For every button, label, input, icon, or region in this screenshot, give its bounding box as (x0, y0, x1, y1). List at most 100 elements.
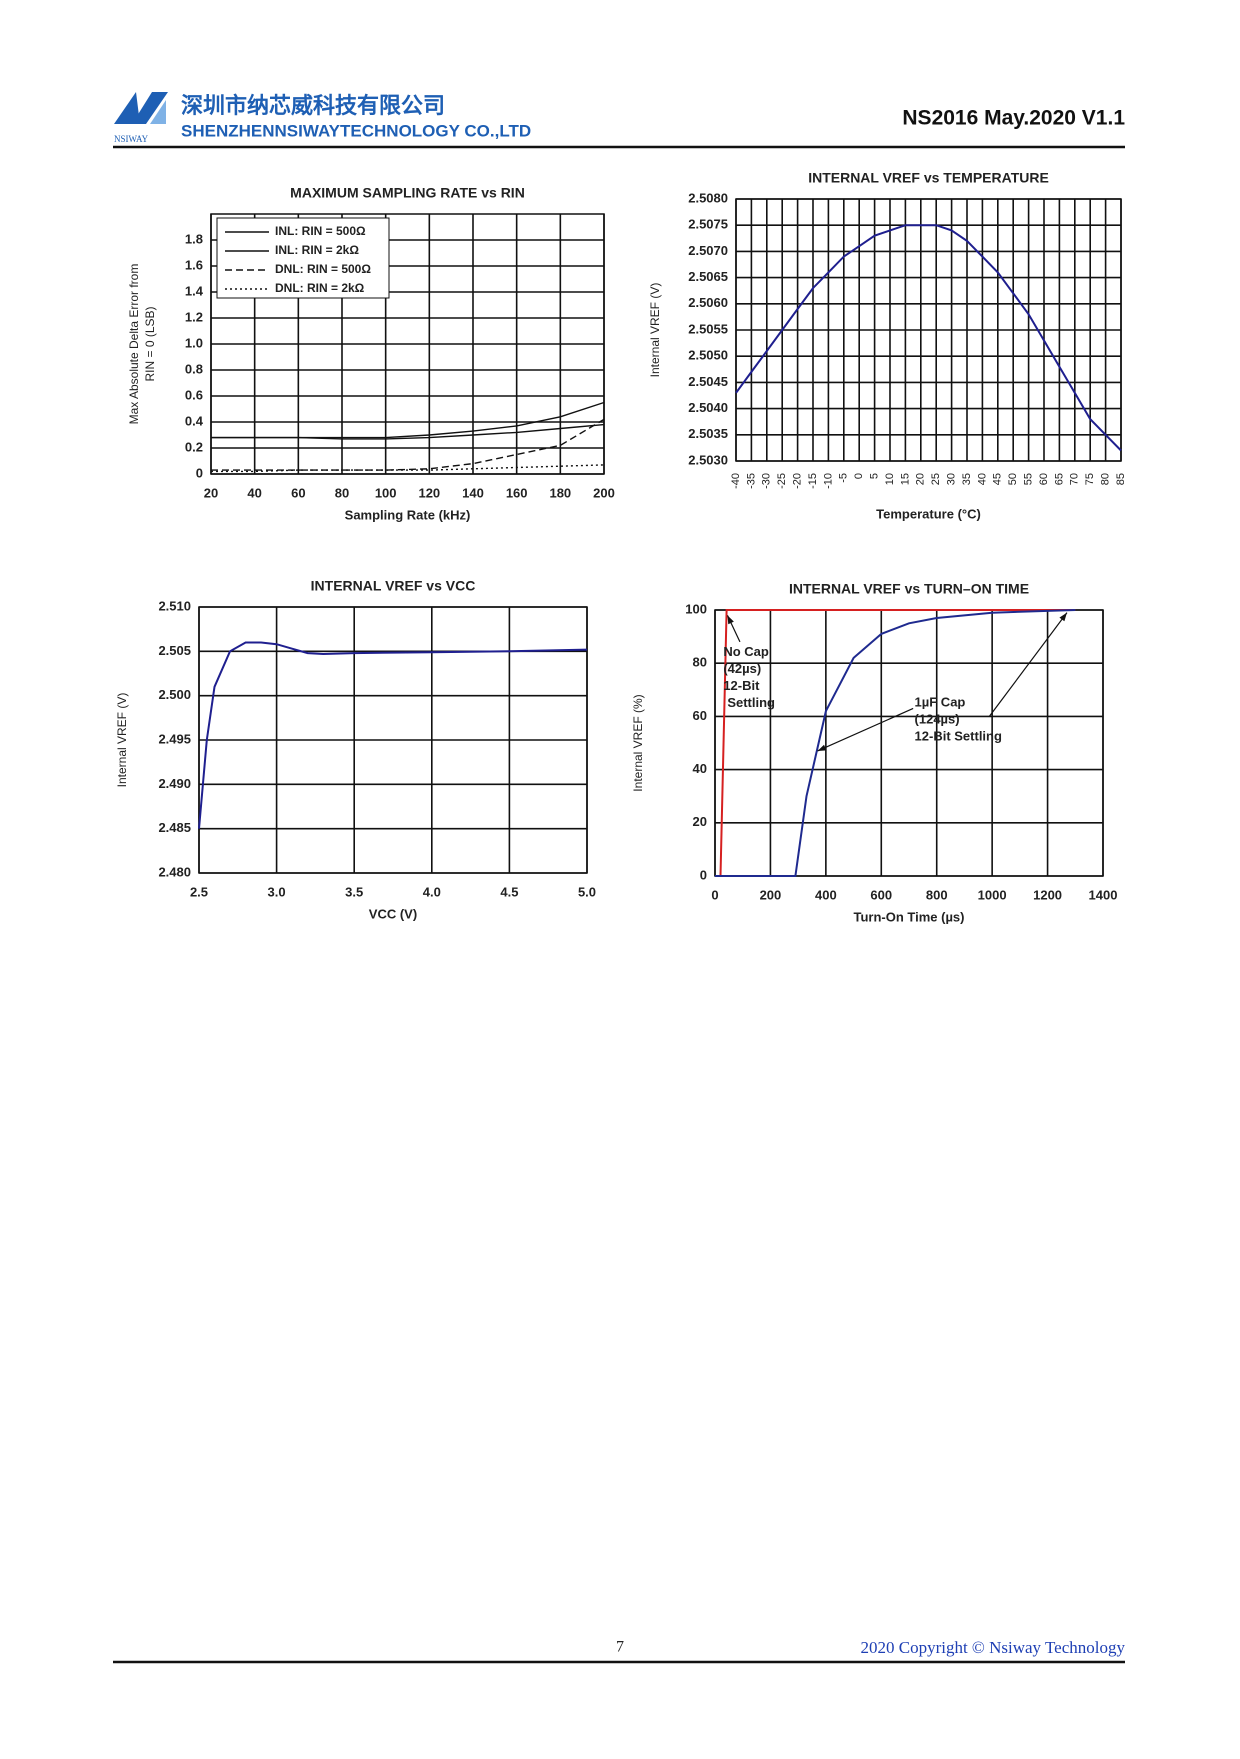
y-tick-label: 2.5030 (688, 452, 728, 467)
x-tick-label: -40 (730, 473, 742, 489)
annotation: 12-Bit Settling (915, 729, 1002, 744)
x-tick-label: 65 (1053, 473, 1065, 485)
y-tick-label: 0.8 (185, 361, 203, 376)
x-axis-label: VCC (V) (369, 906, 417, 921)
y-axis-label: Internal VREF (V) (115, 693, 129, 788)
y-tick-label: 2.5070 (688, 243, 728, 258)
y-tick-label: 2.480 (158, 864, 191, 879)
x-axis-label: Sampling Rate (kHz) (345, 507, 471, 522)
x-tick-label: 200 (593, 485, 615, 500)
company-cn: 深圳市纳芯威科技有限公司 (181, 93, 445, 118)
annotation-arrow (988, 612, 1068, 717)
y-tick-label: 2.5045 (688, 374, 728, 389)
x-tick-label: 100 (375, 485, 397, 500)
x-tick-label: 1000 (978, 887, 1007, 902)
y-tick-label: 1.8 (185, 231, 203, 246)
y-tick-label: 2.5080 (688, 190, 728, 205)
y-tick-label: 0 (196, 465, 203, 480)
legend: INL: RIN = 500Ω INL: RIN = 2kΩ DNL: RIN = … (216, 217, 390, 299)
x-tick-label: 25 (930, 473, 942, 485)
y-tick-label: 2.5075 (688, 217, 728, 232)
series-line (735, 224, 1122, 452)
x-tick-label: 20 (915, 473, 927, 485)
x-tick-label: 2.5 (190, 884, 208, 899)
y-tick-label: 1.6 (185, 257, 203, 272)
x-tick-label: 30 (946, 473, 958, 485)
x-tick-label: 40 (976, 473, 988, 485)
y-tick-label: 0.2 (185, 439, 203, 454)
annotation: No Cap (723, 644, 769, 659)
y-tick-label: 1.2 (185, 309, 203, 324)
arrow-head (1059, 612, 1067, 622)
x-axis-label: Turn-On Time (µs) (853, 909, 964, 924)
y-tick-label: 0.6 (185, 387, 203, 402)
legend-label: INL: RIN = 2kΩ (275, 243, 359, 257)
annotation: (124µs) (915, 712, 960, 727)
y-tick-label: 2.5060 (688, 295, 728, 310)
x-tick-label: 55 (1023, 473, 1035, 485)
y-tick-label: 2.5040 (688, 400, 728, 415)
y-tick-label: 40 (693, 761, 707, 776)
y-axis-label: RIN = 0 (LSB) (143, 306, 157, 381)
x-tick-label: 200 (760, 887, 782, 902)
x-tick-label: 180 (549, 485, 571, 500)
x-tick-label: 15 (899, 473, 911, 485)
y-tick-label: 2.5050 (688, 348, 728, 363)
x-tick-label: -15 (807, 473, 819, 489)
y-tick-label: 2.505 (158, 643, 191, 658)
x-tick-label: -10 (822, 473, 834, 489)
x-tick-label: 5 (869, 473, 881, 479)
chart-title: INTERNAL VREF vs VCC (311, 578, 476, 594)
chart-title: INTERNAL VREF vs TURN–ON TIME (789, 581, 1029, 597)
arrow-head (817, 744, 827, 751)
annotation-arrow (817, 707, 914, 752)
series-line (719, 609, 1076, 877)
x-tick-label: -5 (838, 473, 850, 483)
doc-id: NS2016 May.2020 V1.1 (902, 107, 1125, 130)
x-tick-label: 140 (462, 485, 484, 500)
x-tick-label: 80 (1100, 473, 1112, 485)
chart-title: INTERNAL VREF vs TEMPERATURE (808, 170, 1049, 186)
y-tick-label: 2.5055 (688, 321, 728, 336)
y-tick-label: 2.510 (158, 598, 191, 613)
company-en: SHENZHENNSIWAYTECHNOLOGY CO.,LTD (181, 121, 531, 140)
x-tick-label: 3.0 (268, 884, 286, 899)
y-tick-label: 20 (693, 814, 707, 829)
y-tick-label: 2.485 (158, 820, 191, 835)
x-tick-label: 60 (1038, 473, 1050, 485)
annotation: 12-Bit (723, 678, 760, 693)
x-tick-label: 85 (1115, 473, 1127, 485)
x-tick-label: 400 (815, 887, 837, 902)
legend-label: DNL: RIN = 2kΩ (275, 281, 365, 295)
arrow-head (727, 615, 734, 625)
page-number: 7 (616, 1639, 624, 1656)
copyright: 2020 Copyright © Nsiway Technology (860, 1638, 1125, 1657)
y-tick-label: 1.0 (185, 335, 203, 350)
x-tick-label: 20 (204, 485, 218, 500)
legend-label: INL: RIN = 500Ω (275, 224, 366, 238)
x-tick-label: 5.0 (578, 884, 596, 899)
x-axis-label: Temperature (°C) (876, 506, 981, 521)
annotation: 1µF Cap (915, 695, 966, 710)
x-tick-label: 4.0 (423, 884, 441, 899)
logo-text: NSIWAY (114, 134, 149, 144)
series-line (211, 423, 605, 440)
legend-label: DNL: RIN = 500Ω (275, 262, 371, 276)
logo (114, 92, 168, 124)
x-tick-label: -20 (792, 473, 804, 489)
y-tick-label: 80 (693, 655, 707, 670)
annotation: Settling (727, 695, 775, 710)
y-axis-label: Internal VREF (V) (648, 283, 662, 378)
series-line (198, 641, 588, 829)
x-tick-label: 600 (870, 887, 892, 902)
x-tick-label: -25 (776, 473, 788, 489)
y-tick-label: 60 (693, 708, 707, 723)
y-tick-label: 100 (685, 601, 707, 616)
series-line (211, 464, 605, 473)
x-tick-label: 120 (418, 485, 440, 500)
x-tick-label: 10 (884, 473, 896, 485)
y-tick-label: 2.5035 (688, 426, 728, 441)
x-tick-label: 3.5 (345, 884, 363, 899)
x-tick-label: 80 (335, 485, 349, 500)
